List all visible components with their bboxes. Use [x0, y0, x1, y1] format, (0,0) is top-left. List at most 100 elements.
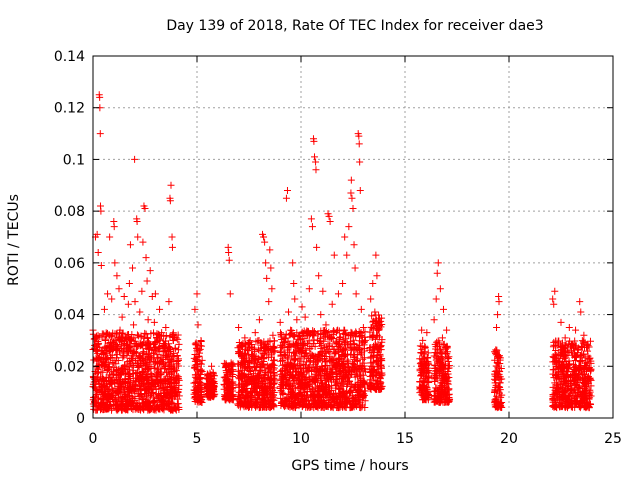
data-point	[144, 316, 152, 324]
data-point	[241, 352, 249, 360]
data-point	[311, 153, 319, 161]
data-point	[160, 391, 168, 399]
data-point	[301, 313, 309, 321]
data-point	[359, 355, 367, 363]
data-point	[238, 373, 246, 381]
data-point	[243, 373, 251, 381]
data-point	[347, 176, 355, 184]
data-point	[313, 243, 321, 251]
data-point	[196, 360, 204, 368]
data-point	[142, 364, 150, 372]
data-point	[90, 356, 98, 364]
data-point	[247, 392, 255, 400]
data-point	[125, 363, 133, 371]
data-point	[260, 397, 268, 405]
data-point	[134, 233, 142, 241]
data-point	[145, 345, 153, 353]
data-point	[126, 373, 134, 381]
y-tick-label: 0.04	[54, 308, 85, 324]
data-point	[94, 337, 102, 345]
data-point	[153, 394, 161, 402]
data-point	[131, 348, 139, 356]
data-point	[103, 366, 111, 374]
y-tick-label: 0.12	[54, 101, 85, 117]
data-point	[255, 404, 263, 412]
data-point	[341, 233, 349, 241]
data-point	[111, 391, 119, 399]
data-point	[156, 305, 164, 313]
data-point	[126, 241, 134, 249]
data-point	[252, 352, 260, 360]
data-point	[240, 382, 248, 390]
data-point	[128, 404, 136, 412]
data-point	[116, 379, 124, 387]
data-point	[235, 374, 243, 382]
data-point	[193, 375, 201, 383]
data-point	[239, 357, 247, 365]
data-point	[174, 357, 182, 365]
data-point	[228, 373, 236, 381]
data-point	[291, 295, 299, 303]
data-point	[373, 272, 381, 280]
data-point	[572, 326, 580, 334]
data-point	[266, 246, 274, 254]
data-point	[443, 326, 451, 334]
data-point	[225, 249, 233, 257]
data-point	[125, 280, 133, 288]
data-point	[271, 379, 279, 387]
data-point	[129, 264, 137, 272]
data-point	[345, 223, 353, 231]
data-point	[191, 373, 199, 381]
data-point	[168, 243, 176, 251]
data-point	[197, 398, 205, 406]
data-point	[254, 337, 262, 345]
data-point	[245, 350, 253, 358]
data-point	[150, 380, 158, 388]
data-point	[312, 166, 320, 174]
data-point	[256, 367, 264, 375]
data-point	[117, 378, 125, 386]
data-point	[206, 386, 214, 394]
data-point	[361, 333, 369, 341]
data-point	[166, 345, 174, 353]
data-point	[139, 238, 147, 246]
data-point	[261, 349, 269, 357]
data-point	[171, 344, 179, 352]
data-point	[120, 378, 128, 386]
data-point	[93, 342, 101, 350]
data-point	[207, 387, 215, 395]
data-point	[268, 363, 276, 371]
data-point	[134, 361, 142, 369]
data-point	[141, 329, 149, 337]
y-tick-label: 0.06	[54, 256, 85, 272]
data-point	[256, 347, 264, 355]
data-point	[147, 363, 155, 371]
data-point	[124, 331, 132, 339]
data-point	[175, 340, 183, 348]
data-point	[307, 215, 315, 223]
data-point	[268, 285, 276, 293]
data-point	[262, 393, 270, 401]
data-point	[432, 295, 440, 303]
data-point	[119, 354, 127, 362]
y-tick-label: 0	[76, 411, 85, 427]
y-tick-label: 0.08	[54, 204, 85, 220]
data-point	[103, 342, 111, 350]
data-point	[152, 403, 160, 411]
x-tick-labels: 0 5 10 15 20 25	[89, 431, 622, 447]
data-point	[328, 300, 336, 308]
data-point	[225, 256, 233, 264]
data-point	[135, 392, 143, 400]
data-point	[91, 335, 99, 343]
data-point	[434, 259, 442, 267]
data-point	[356, 186, 364, 194]
data-point	[371, 308, 379, 316]
data-point	[259, 403, 267, 411]
data-point	[94, 376, 102, 384]
data-point	[355, 140, 363, 148]
data-point	[326, 217, 334, 225]
data-point	[357, 305, 365, 313]
data-point	[251, 366, 259, 374]
data-point	[112, 354, 120, 362]
